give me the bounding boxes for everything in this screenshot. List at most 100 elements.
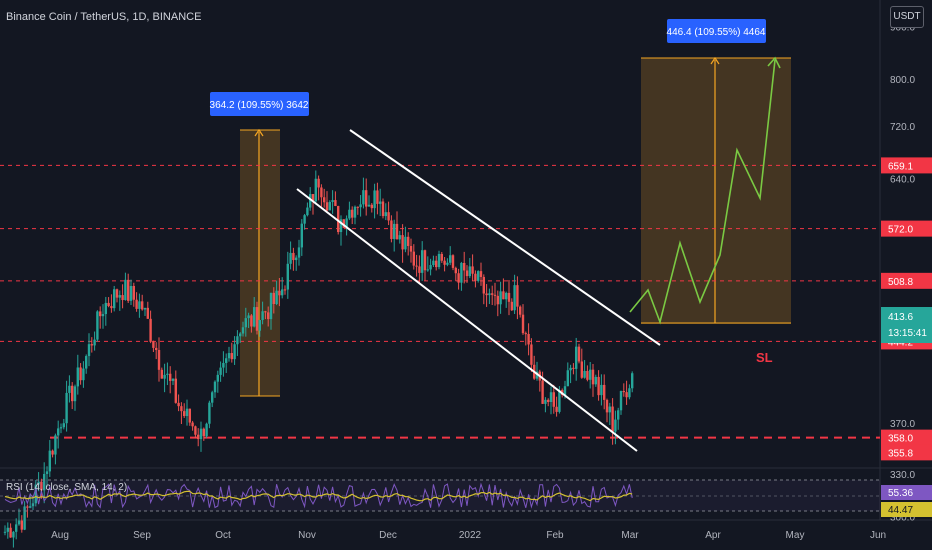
measure-annotation-1-bg [210, 92, 309, 116]
horizontal-levels [0, 164, 880, 439]
currency-button[interactable]: USDT [890, 6, 924, 28]
candle-body [505, 292, 508, 300]
candle-body [421, 250, 424, 273]
candle-body [233, 344, 236, 360]
candle-body [211, 392, 214, 403]
candle-body [471, 266, 474, 274]
candle-body [135, 299, 138, 309]
candle-body [191, 422, 194, 427]
candle-body [589, 369, 592, 380]
candle-body [390, 220, 393, 239]
measure-annotation-2: 446.4 (109.55%) 4464 [667, 27, 766, 38]
candle-body [412, 251, 415, 266]
candle-body [289, 252, 292, 264]
candle-body [348, 209, 351, 219]
candle-body [62, 423, 65, 428]
candle-body [177, 402, 180, 407]
candle-body [580, 361, 583, 378]
candle-body [566, 370, 569, 387]
channel-lower-line[interactable] [296, 188, 638, 452]
candle-body [575, 346, 578, 369]
candle-body [225, 358, 228, 363]
candle-body [37, 481, 40, 485]
candle-body [415, 265, 418, 267]
current-price: 413.6 [888, 312, 913, 323]
candle-body [188, 408, 191, 423]
candle-body [104, 302, 107, 315]
candlestick-series [3, 170, 634, 548]
projection-path[interactable] [629, 59, 776, 325]
candle-body [208, 402, 211, 424]
candle-body [264, 311, 267, 313]
level-badge-text: 572.0 [888, 225, 913, 236]
candle-body [477, 271, 480, 281]
candle-body [558, 390, 561, 412]
candle-body [213, 381, 217, 393]
candle-body [118, 295, 121, 298]
candle-body [563, 386, 567, 396]
candle-body [107, 302, 110, 307]
candle-body [337, 206, 340, 233]
candle-body [101, 314, 105, 317]
candle-body [23, 506, 26, 530]
candle-body [527, 333, 530, 345]
candle-body [521, 314, 525, 334]
stop-loss-label: SL [756, 350, 773, 365]
candle-body [323, 197, 326, 203]
measure-box-1[interactable] [240, 130, 280, 396]
candle-body [278, 290, 281, 296]
candle-body [381, 201, 385, 217]
candle-body [443, 260, 446, 265]
candle-body [519, 306, 522, 315]
candle-body [379, 201, 382, 204]
candle-body [418, 266, 421, 273]
candle-body [309, 194, 312, 208]
candle-body [292, 252, 295, 261]
candle-body [303, 215, 306, 224]
time-axis[interactable]: Aug Sep Oct Nov Dec 2022 Feb Mar Apr May Jun [51, 530, 886, 541]
measure-box-2[interactable] [641, 58, 791, 324]
candle-body [311, 194, 315, 202]
candle-body [485, 293, 488, 296]
candle-body [199, 428, 203, 440]
candle-body [625, 392, 628, 398]
candle-body [59, 427, 63, 429]
price-badge [881, 444, 932, 461]
level-badge-text: 508.8 [888, 277, 913, 288]
candle-body [267, 312, 270, 320]
candle-body [549, 392, 553, 403]
candle-body [488, 293, 491, 296]
candle-body [530, 344, 533, 365]
countdown: 13:15:41 [888, 328, 927, 339]
candle-body [3, 531, 7, 533]
candle-body [359, 204, 362, 208]
candle-body [71, 385, 74, 402]
candle-body [496, 295, 499, 305]
candle-body [155, 347, 158, 351]
candle-body [115, 289, 119, 298]
candle-body [407, 236, 410, 246]
time-tick: Mar [621, 530, 639, 541]
candle-body [253, 307, 256, 327]
candle-body [491, 293, 494, 295]
current-price-badge [881, 307, 932, 343]
candle-body [513, 285, 516, 311]
candle-body [591, 369, 595, 385]
candle-body [194, 426, 197, 435]
candle-body [110, 306, 113, 309]
candle-body [474, 273, 477, 281]
candle-body [20, 520, 23, 530]
candle-body [160, 369, 163, 379]
level-badge-text: 358.0 [888, 434, 913, 445]
chart-title: Binance Coin / TetherUS, 1D, BINANCE [6, 11, 202, 23]
time-tick: 2022 [459, 530, 482, 541]
channel-upper-line[interactable] [349, 129, 661, 346]
candle-body [594, 376, 597, 385]
candle-body [163, 374, 166, 379]
candle-body [283, 289, 287, 291]
candle-body [429, 265, 432, 270]
candle-body [295, 257, 298, 261]
rsi-label: RSI (14, close, SMA, 14, 2) [6, 482, 128, 493]
rsi-sma-value: 44.47 [888, 505, 913, 516]
